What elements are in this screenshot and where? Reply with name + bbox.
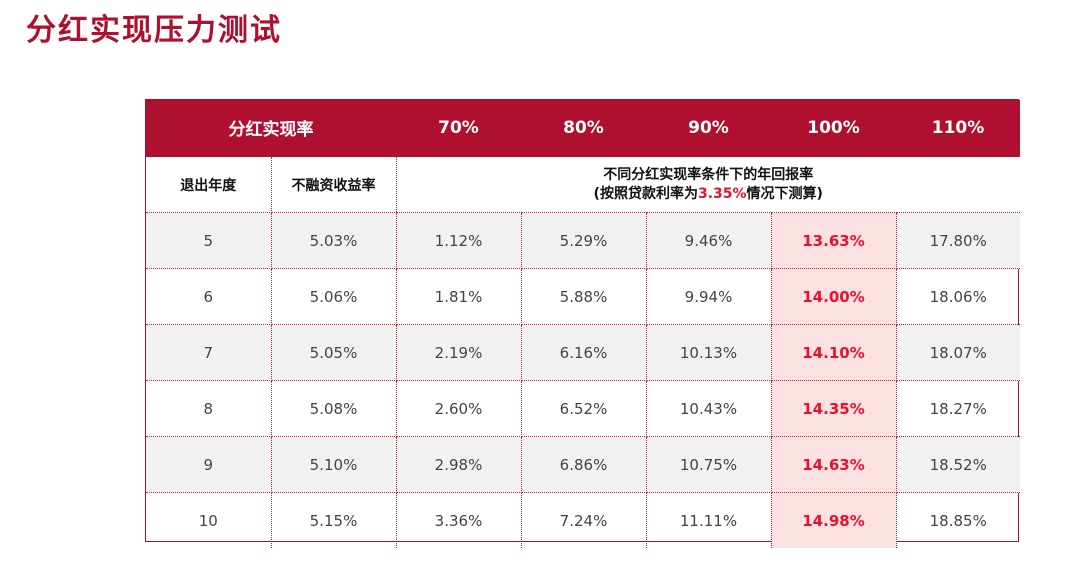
cell-rate-100: 14.63% xyxy=(771,436,897,493)
data-table: 分红实现率 70% 80% 90% 100% 110% 退出年度 不融资收益率 … xyxy=(146,100,1020,548)
cell-rate-70: 2.19% xyxy=(396,324,522,381)
table-row: 5 5.03% 1.12% 5.29% 9.46% 13.63% 17.80% xyxy=(146,212,1020,269)
cell-year: 8 xyxy=(146,380,272,437)
note-suffix: 情况下测算) xyxy=(746,185,823,202)
cell-rate-90: 11.11% xyxy=(646,492,772,548)
cell-base-return: 5.10% xyxy=(271,436,397,493)
cell-rate-90: 10.75% xyxy=(646,436,772,493)
cell-rate-110: 18.06% xyxy=(896,268,1020,325)
header-rate-100: 100% xyxy=(771,100,896,157)
cell-rate-90: 9.94% xyxy=(646,268,772,325)
table-row: 10 5.15% 3.36% 7.24% 11.11% 14.98% 18.85… xyxy=(146,492,1020,548)
cell-rate-80: 6.52% xyxy=(521,380,647,437)
cell-rate-70: 1.81% xyxy=(396,268,522,325)
cell-rate-100: 14.35% xyxy=(771,380,897,437)
cell-year: 5 xyxy=(146,212,272,269)
cell-rate-110: 17.80% xyxy=(896,212,1020,269)
header-row: 分红实现率 70% 80% 90% 100% 110% xyxy=(146,100,1020,157)
cell-rate-90: 9.46% xyxy=(646,212,772,269)
cell-rate-80: 5.29% xyxy=(521,212,647,269)
header-dividend-rate-label: 分红实现率 xyxy=(146,100,396,157)
cell-rate-90: 10.43% xyxy=(646,380,772,437)
cell-base-return: 5.05% xyxy=(271,324,397,381)
cell-rate-100: 13.63% xyxy=(771,212,897,269)
table-row: 6 5.06% 1.81% 5.88% 9.94% 14.00% 18.06% xyxy=(146,268,1020,325)
subheader-exit-year: 退出年度 xyxy=(146,156,272,213)
page-title: 分红实现压力测试 xyxy=(26,13,282,48)
subheader-note-line1: 不同分红实现率条件下的年回报率 xyxy=(603,166,814,183)
cell-rate-100: 14.98% xyxy=(771,492,897,548)
cell-base-return: 5.15% xyxy=(271,492,397,548)
cell-rate-110: 18.07% xyxy=(896,324,1020,381)
cell-rate-110: 18.52% xyxy=(896,436,1020,493)
cell-rate-70: 2.98% xyxy=(396,436,522,493)
cell-rate-80: 5.88% xyxy=(521,268,647,325)
subheader-row: 退出年度 不融资收益率 不同分红实现率条件下的年回报率 (按照贷款利率为3.35… xyxy=(146,156,1020,213)
cell-year: 10 xyxy=(146,492,272,548)
subheader-base-return: 不融资收益率 xyxy=(271,156,396,213)
cell-rate-70: 3.36% xyxy=(396,492,522,548)
cell-rate-80: 6.86% xyxy=(521,436,647,493)
note-prefix: (按照贷款利率为 xyxy=(593,185,698,202)
subheader-note-line2: (按照贷款利率为3.35%情况下测算) xyxy=(397,185,1021,204)
stress-test-table: 分红实现率 70% 80% 90% 100% 110% 退出年度 不融资收益率 … xyxy=(145,99,1020,548)
cell-base-return: 5.08% xyxy=(271,380,397,437)
cell-year: 6 xyxy=(146,268,272,325)
cell-rate-80: 6.16% xyxy=(521,324,647,381)
cell-year: 9 xyxy=(146,436,272,493)
header-rate-80: 80% xyxy=(521,100,646,157)
header-rate-110: 110% xyxy=(896,100,1020,157)
cell-base-return: 5.03% xyxy=(271,212,397,269)
table-row: 7 5.05% 2.19% 6.16% 10.13% 14.10% 18.07% xyxy=(146,324,1020,381)
subheader-note: 不同分红实现率条件下的年回报率 (按照贷款利率为3.35%情况下测算) xyxy=(395,156,1021,213)
cell-rate-100: 14.10% xyxy=(771,324,897,381)
cell-rate-80: 7.24% xyxy=(521,492,647,548)
cell-base-return: 5.06% xyxy=(271,268,397,325)
cell-rate-110: 18.85% xyxy=(929,511,987,530)
cell-rate-100: 14.00% xyxy=(771,268,897,325)
cell-rate-110: 18.27% xyxy=(896,380,1020,437)
cell-year: 7 xyxy=(146,324,272,381)
cell-rate-70: 2.60% xyxy=(396,380,522,437)
cell-rate-70: 1.12% xyxy=(396,212,522,269)
header-rate-70: 70% xyxy=(396,100,521,157)
cell-rate-90: 10.13% xyxy=(646,324,772,381)
note-loan-rate: 3.35% xyxy=(697,185,747,202)
header-rate-90: 90% xyxy=(646,100,771,157)
table-row: 9 5.10% 2.98% 6.86% 10.75% 14.63% 18.52% xyxy=(146,436,1020,493)
table-row: 8 5.08% 2.60% 6.52% 10.43% 14.35% 18.27% xyxy=(146,380,1020,437)
